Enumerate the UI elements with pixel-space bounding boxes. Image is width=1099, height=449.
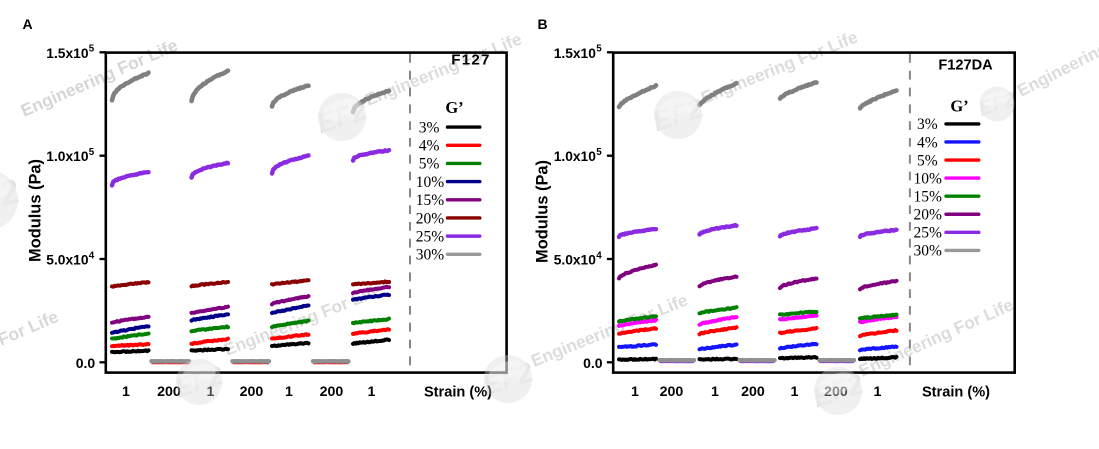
svg-text:30%: 30%: [416, 247, 445, 264]
svg-text:1: 1: [791, 384, 799, 400]
svg-text:1.5x10: 1.5x10: [46, 46, 89, 61]
svg-text:200: 200: [660, 384, 684, 400]
svg-text:Modulus (Pa): Modulus (Pa): [27, 159, 45, 262]
svg-text:Modulus (Pa): Modulus (Pa): [534, 160, 552, 263]
svg-text:200: 200: [157, 384, 181, 400]
svg-text:20%: 20%: [416, 210, 445, 227]
svg-text:1: 1: [207, 384, 215, 400]
svg-text:1: 1: [122, 384, 130, 400]
svg-text:200: 200: [824, 384, 848, 400]
svg-text:5%: 5%: [419, 156, 440, 173]
svg-text:5: 5: [89, 147, 95, 158]
svg-text:0.0: 0.0: [583, 355, 603, 371]
svg-text:F127DA: F127DA: [938, 58, 993, 74]
svg-text:4%: 4%: [917, 134, 938, 151]
svg-text:5: 5: [89, 44, 95, 55]
svg-text:5.0x10: 5.0x10: [554, 253, 597, 268]
svg-text:1: 1: [711, 384, 719, 400]
svg-text:Strain (%): Strain (%): [922, 384, 990, 400]
svg-text:3%: 3%: [419, 119, 440, 136]
svg-text:1: 1: [631, 384, 639, 400]
svg-text:1.5x10: 1.5x10: [554, 46, 597, 61]
svg-text:5%: 5%: [917, 152, 938, 169]
svg-text:10%: 10%: [416, 174, 445, 191]
svg-text:20%: 20%: [914, 207, 943, 224]
svg-text:25%: 25%: [914, 225, 943, 242]
svg-text:Strain (%): Strain (%): [424, 384, 492, 400]
svg-text:15%: 15%: [914, 188, 943, 205]
svg-text:1.0x10: 1.0x10: [554, 149, 597, 164]
svg-text:200: 200: [320, 384, 344, 400]
svg-text:30%: 30%: [914, 243, 943, 260]
svg-text:G’: G’: [950, 96, 968, 115]
svg-text:200: 200: [240, 384, 264, 400]
svg-text:15%: 15%: [416, 192, 445, 209]
svg-text:G’: G’: [445, 98, 463, 117]
svg-text:1: 1: [285, 384, 293, 400]
svg-text:4: 4: [89, 250, 95, 261]
svg-text:1.0x10: 1.0x10: [46, 149, 89, 164]
svg-text:5: 5: [596, 147, 602, 158]
svg-text:5: 5: [596, 44, 602, 55]
svg-text:4: 4: [596, 250, 602, 261]
svg-text:5.0x10: 5.0x10: [46, 253, 89, 268]
svg-text:10%: 10%: [914, 170, 943, 187]
svg-text:200: 200: [741, 384, 765, 400]
svg-text:1: 1: [368, 384, 376, 400]
svg-text:F127: F127: [451, 52, 490, 69]
svg-text:25%: 25%: [416, 228, 445, 245]
svg-text:3%: 3%: [917, 116, 938, 133]
svg-text:1: 1: [874, 384, 882, 400]
svg-text:A: A: [23, 16, 33, 32]
svg-text:B: B: [538, 16, 548, 32]
svg-text:0.0: 0.0: [76, 355, 96, 371]
svg-text:4%: 4%: [419, 138, 440, 155]
